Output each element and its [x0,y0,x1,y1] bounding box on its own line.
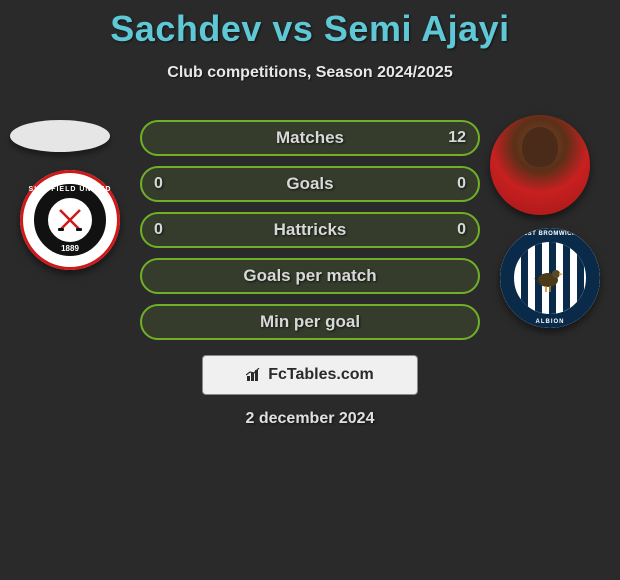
club-left-badge: SHEFFIELD UNITED 1889 [20,170,120,270]
club-right-name-bottom: ALBION [500,319,600,325]
chart-icon [246,368,262,382]
date-label: 2 december 2024 [0,410,620,428]
stat-row-matches: Matches 12 [140,120,480,156]
page-title: Sachdev vs Semi Ajayi [0,0,620,50]
stat-row-hattricks: 0 Hattricks 0 [140,212,480,248]
stat-right-value: 0 [457,221,466,239]
swords-icon [56,206,84,234]
stat-right-value: 12 [448,129,466,147]
stat-label: Matches [276,128,344,148]
stat-row-mpg: Min per goal [140,304,480,340]
player-right-avatar [490,115,590,215]
stat-row-gpm: Goals per match [140,258,480,294]
stat-right-value: 0 [457,175,466,193]
stat-label: Goals per match [243,266,376,286]
subtitle: Club competitions, Season 2024/2025 [0,64,620,82]
club-right-badge: EST BROMWICH ALBION [500,228,600,328]
stat-row-goals: 0 Goals 0 [140,166,480,202]
stat-label: Hattricks [274,220,347,240]
stat-label: Goals [286,174,333,194]
club-right-name-top: EST BROMWICH [500,231,600,237]
brand-label: FcTables.com [268,366,374,384]
club-left-name: SHEFFIELD UNITED [20,186,120,193]
club-left-year: 1889 [20,244,120,253]
stats-table: Matches 12 0 Goals 0 0 Hattricks 0 Goals… [140,120,480,350]
bird-icon [530,264,570,294]
stat-left-value: 0 [154,175,163,193]
brand-attribution[interactable]: FcTables.com [202,355,418,395]
player-left-avatar [10,120,110,152]
stat-label: Min per goal [260,312,360,332]
stat-left-value: 0 [154,221,163,239]
